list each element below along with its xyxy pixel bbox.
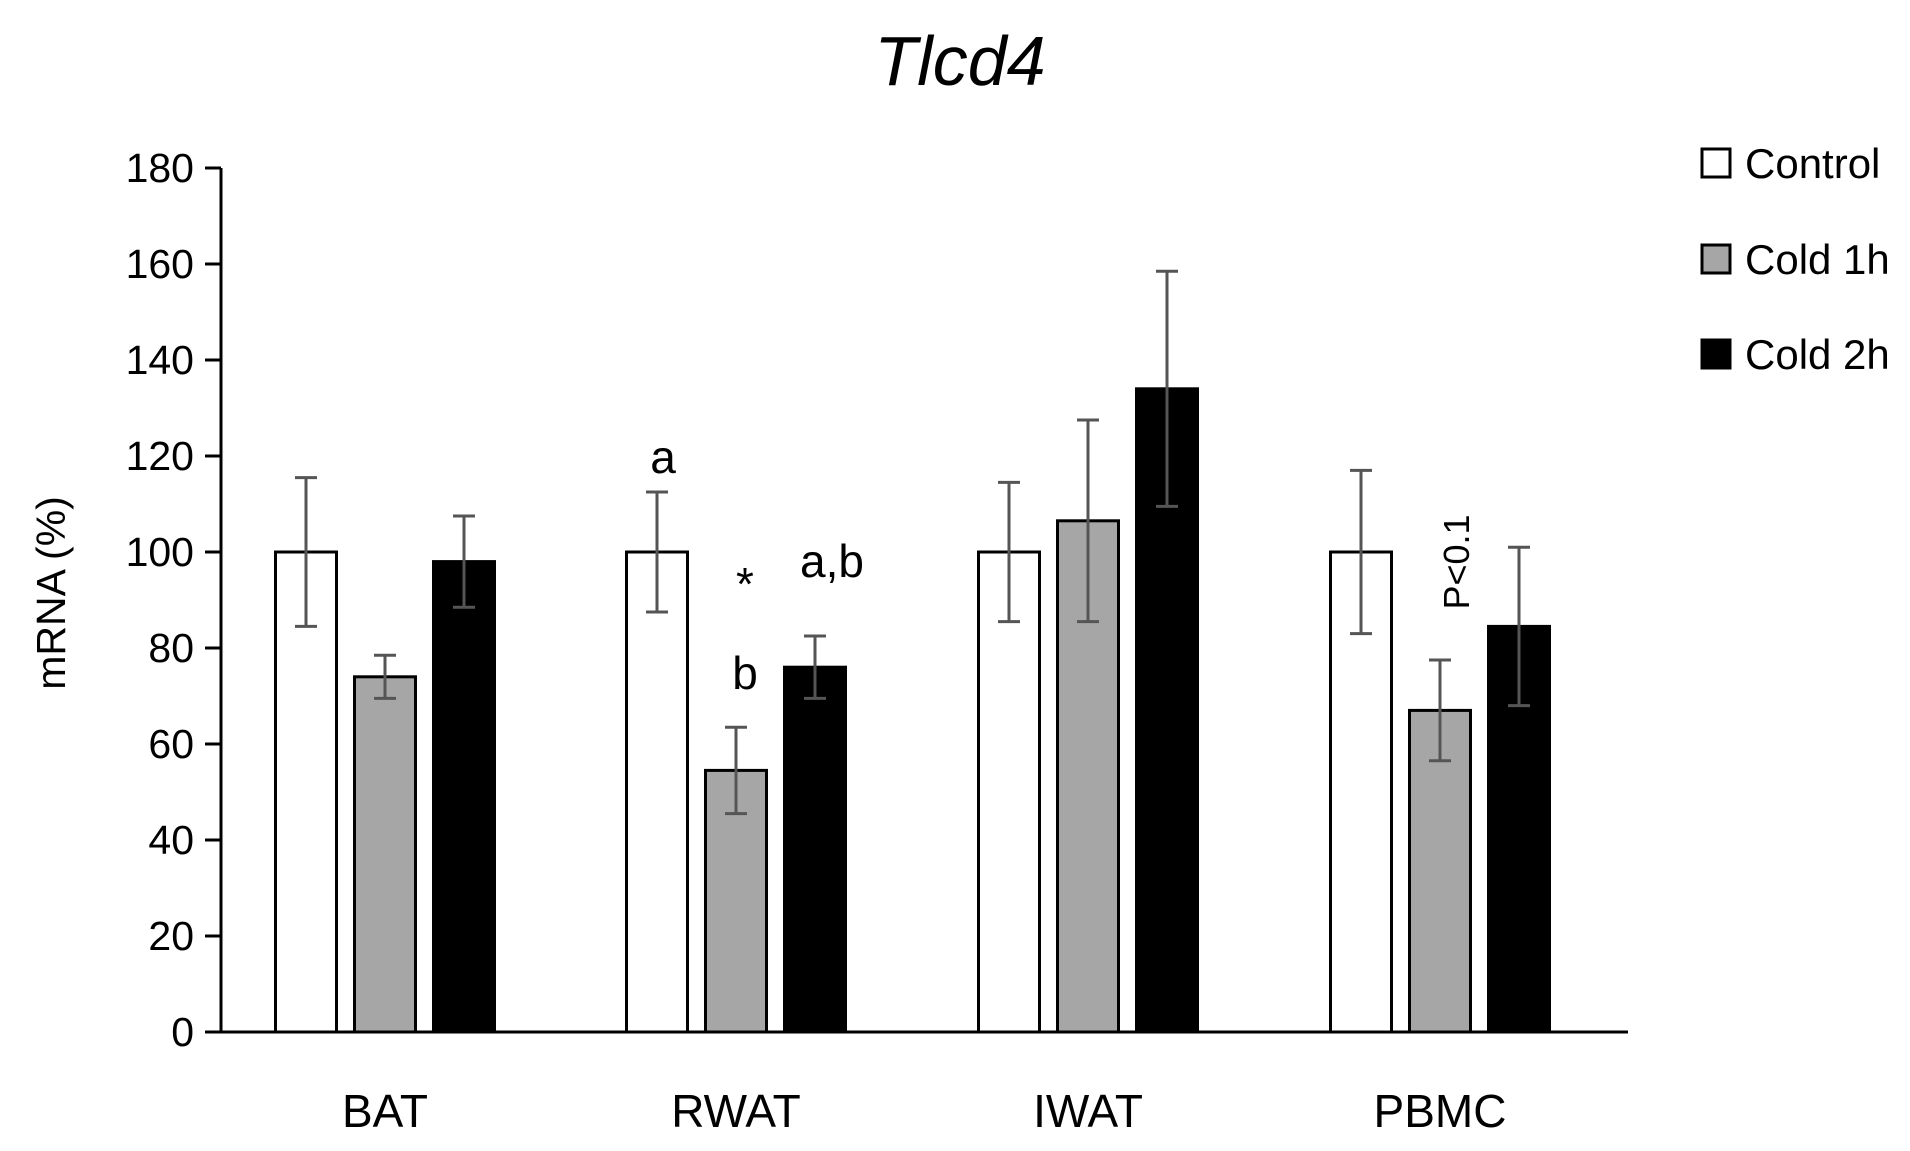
annotations: a * b a,b P<0.1 xyxy=(650,431,1477,699)
chart-title: Tlcd4 xyxy=(874,22,1045,100)
y-tick-label: 0 xyxy=(171,1009,194,1055)
y-tick-label: 20 xyxy=(148,913,194,959)
y-tick-label: 180 xyxy=(126,145,194,191)
legend-swatch xyxy=(1700,338,1732,370)
bar-bat-cold-1h xyxy=(353,675,417,1034)
legend-swatch xyxy=(1700,147,1732,179)
y-tick-label: 100 xyxy=(126,529,194,575)
legend-label: Cold 2h xyxy=(1745,331,1890,378)
y-tick-label: 140 xyxy=(126,337,194,383)
bar-iwat-control xyxy=(977,550,1041,1034)
bar-bat-control xyxy=(274,550,338,1034)
bar-rwat-cold-2h xyxy=(783,665,847,1034)
annotation-label: a xyxy=(650,431,676,483)
bar-rwat-control xyxy=(625,550,689,1034)
annotation-label: P<0.1 xyxy=(1436,514,1477,609)
legend-label: Cold 1h xyxy=(1745,236,1890,283)
x-category-label: RWAT xyxy=(671,1085,800,1137)
x-category-label: PBMC xyxy=(1374,1085,1507,1137)
bars xyxy=(274,269,1551,1034)
x-axis: BAT RWAT IWAT PBMC xyxy=(221,1030,1628,1137)
y-tick-label: 160 xyxy=(126,241,194,287)
y-tick-label: 80 xyxy=(148,625,194,671)
legend: Control Cold 1h Cold 2h xyxy=(1700,140,1890,378)
legend-swatch xyxy=(1700,243,1732,275)
x-category-label: IWAT xyxy=(1033,1085,1143,1137)
y-tick-label: 60 xyxy=(148,721,194,767)
annotation-label: * xyxy=(736,558,754,610)
y-axis: 0 20 40 60 80 100 120 140 160 180 xyxy=(126,145,223,1055)
y-tick-label: 40 xyxy=(148,817,194,863)
y-tick-label: 120 xyxy=(126,433,194,479)
annotation-label: b xyxy=(732,647,758,699)
y-axis-label: mRNA (%) xyxy=(28,496,74,690)
bar-bat-cold-2h xyxy=(432,560,496,1034)
annotation-label: a,b xyxy=(800,535,864,587)
x-category-label: BAT xyxy=(342,1085,428,1137)
legend-label: Control xyxy=(1745,140,1880,187)
